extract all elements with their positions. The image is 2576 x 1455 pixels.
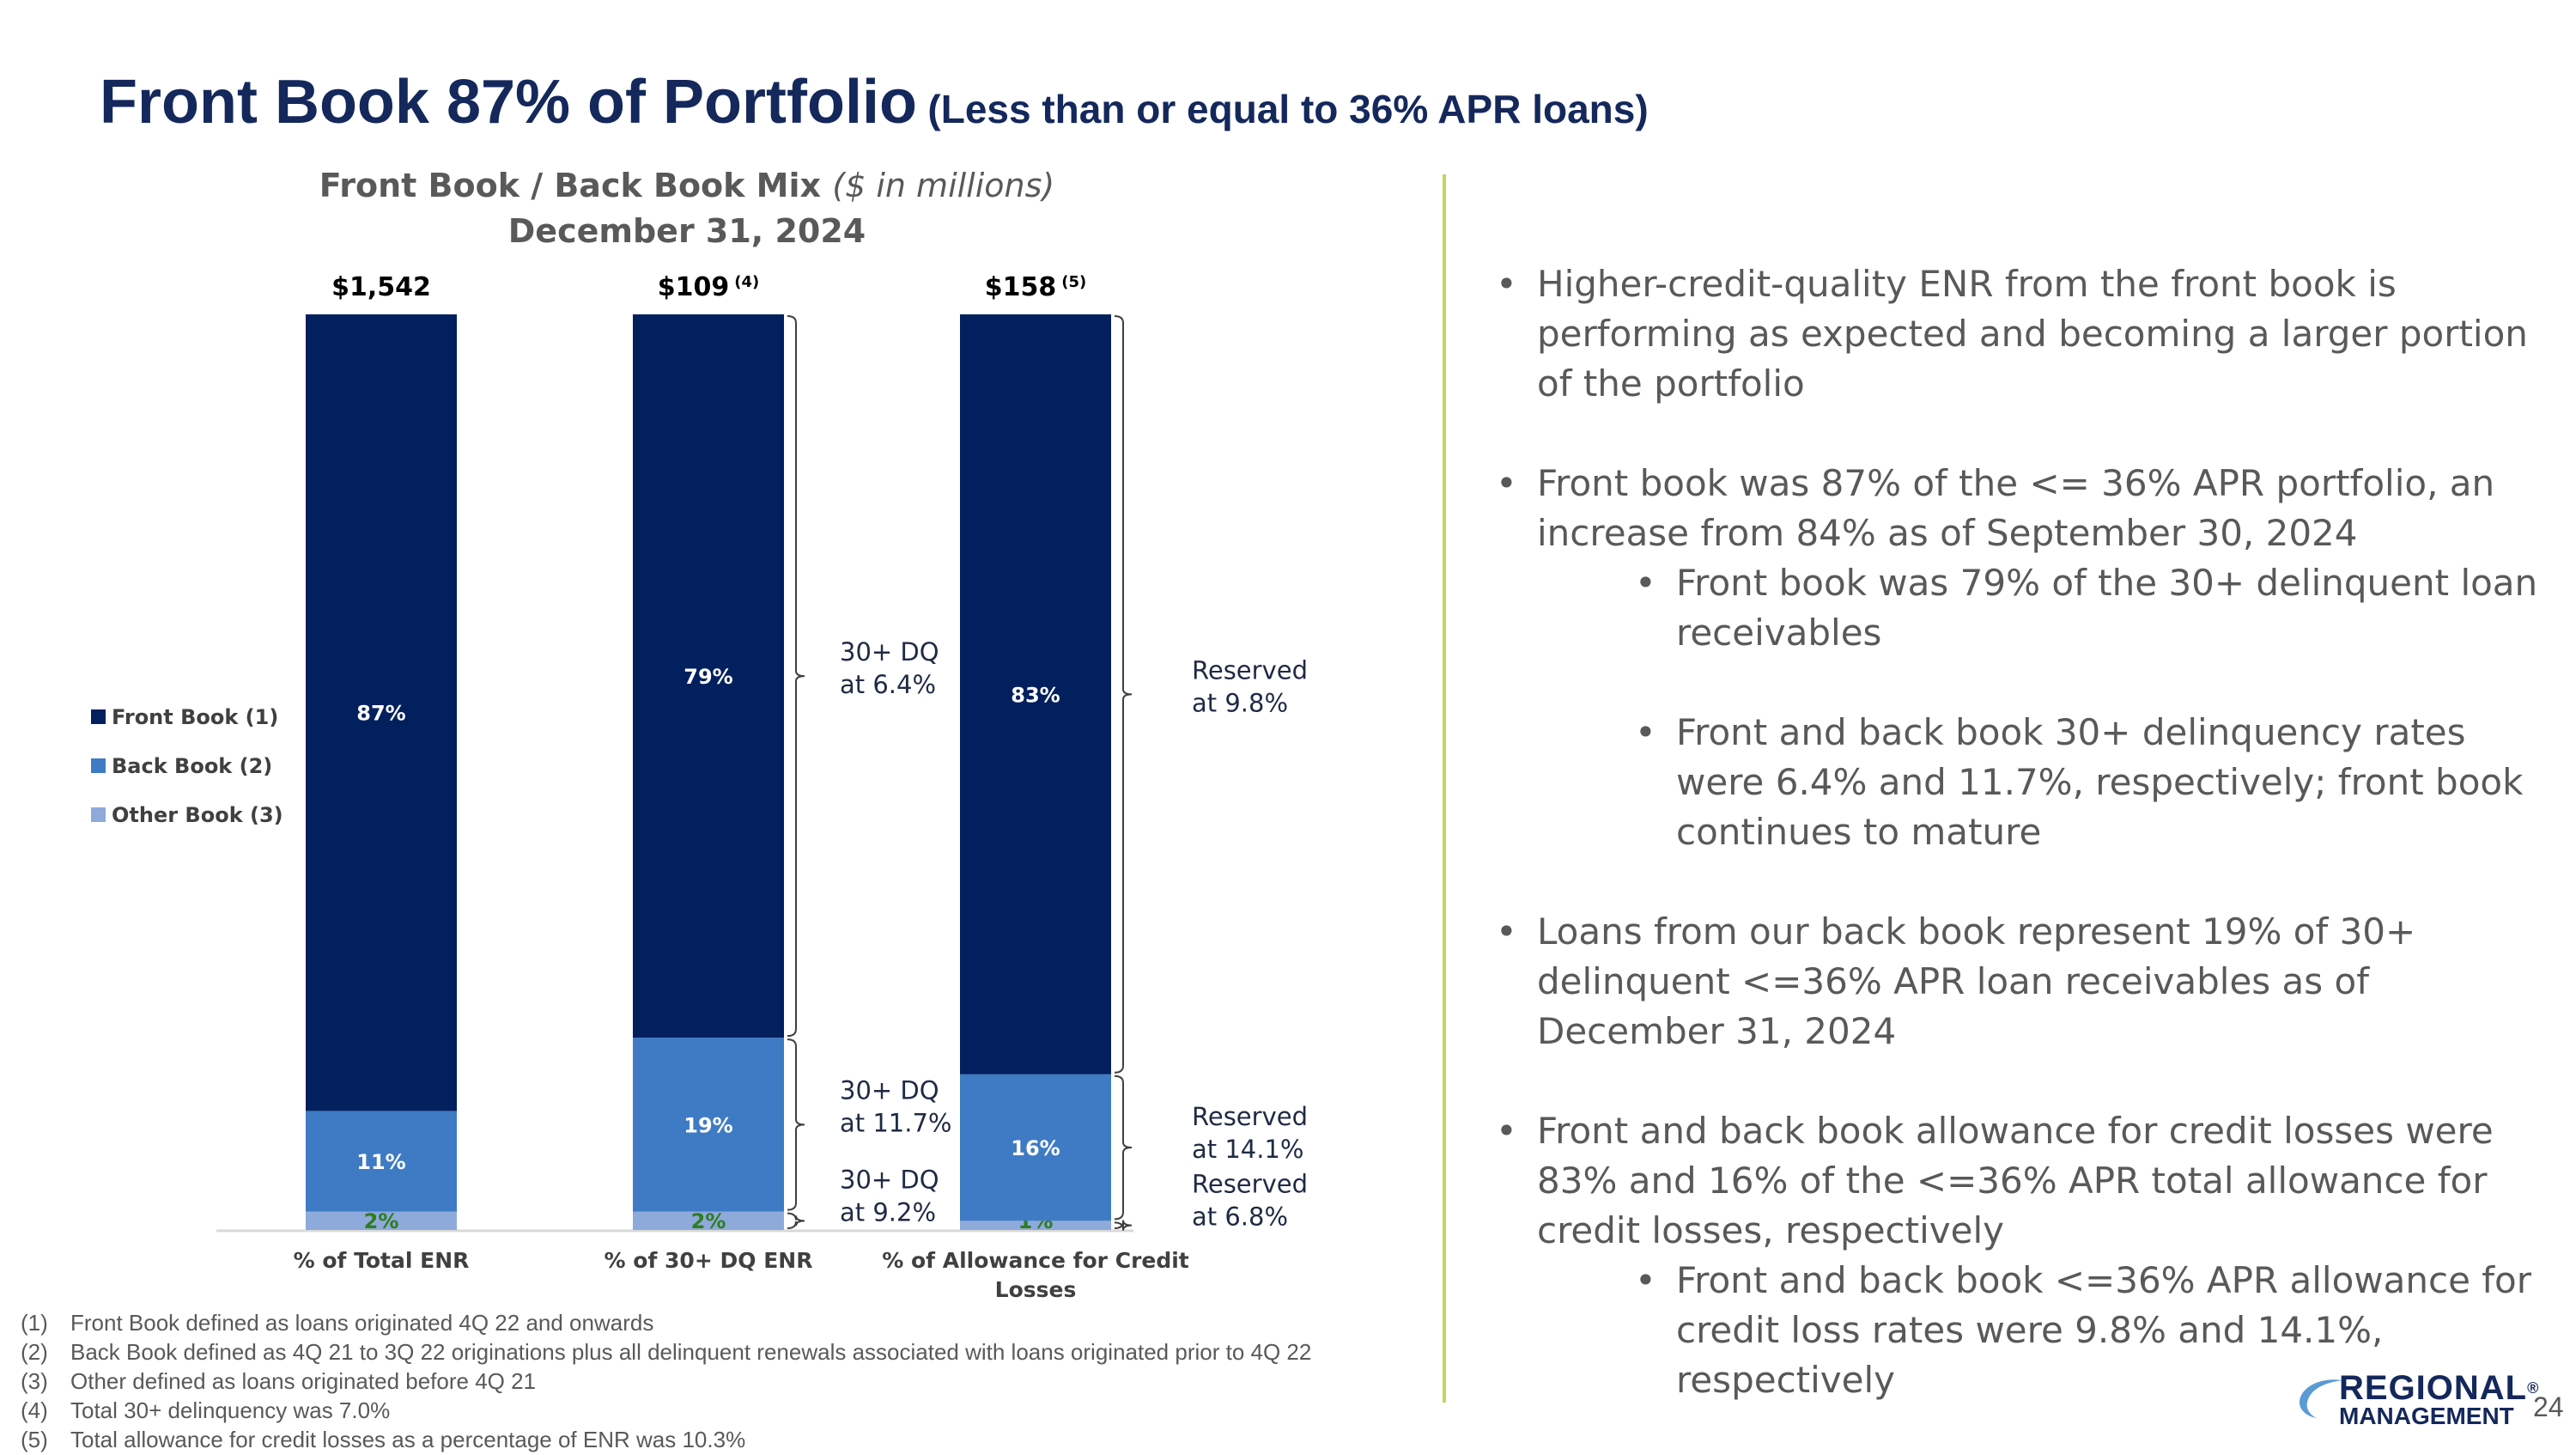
annotation-dq: 30+ DQ at 6.4% bbox=[840, 637, 939, 699]
bar-segment bbox=[633, 1038, 784, 1212]
bar-segment bbox=[960, 1074, 1111, 1221]
bullet-1: Higher-credit-quality ENR from the front… bbox=[1496, 259, 2552, 409]
data-label: 19% bbox=[683, 1113, 732, 1137]
bullet-4: Front and back book allowance for credit… bbox=[1496, 1106, 2552, 1405]
logo-line2: MANAGEMENT bbox=[2339, 1403, 2514, 1429]
bullet-3: Loans from our back book represent 19% o… bbox=[1496, 907, 2552, 1056]
x-tick-label: % of 30+ DQ ENR bbox=[605, 1248, 813, 1273]
data-label: 2% bbox=[691, 1209, 726, 1233]
annotation-dq: 30+ DQ at 9.2% bbox=[840, 1165, 939, 1227]
bar-segment bbox=[960, 1221, 1111, 1230]
total-label: $158 (5) bbox=[985, 272, 1086, 302]
bar-segment bbox=[306, 1211, 457, 1230]
slide-title: Front Book 87% of Portfolio (Less than o… bbox=[100, 67, 1649, 137]
annotation-dq: 30+ DQ at 11.7% bbox=[840, 1075, 952, 1137]
data-label: 87% bbox=[356, 702, 405, 726]
title-main: Front Book 87% of Portfolio bbox=[100, 68, 917, 137]
bracket bbox=[1114, 1220, 1133, 1231]
legend-label: Front Book (1) bbox=[112, 705, 278, 729]
sub-bullet-2-1: Front book was 79% of the 30+ delinquent… bbox=[1635, 558, 2552, 658]
legend-swatch bbox=[91, 807, 106, 822]
x-tick-label: % of Total ENR bbox=[294, 1248, 470, 1273]
bar-segment bbox=[306, 1111, 457, 1212]
bracket bbox=[1114, 315, 1133, 1074]
footnote-1: (1) Front Book defined as loans originate… bbox=[21, 1310, 654, 1336]
chart-title: Front Book / Back Book Mix ($ in million… bbox=[0, 167, 1374, 204]
bar-segment bbox=[633, 1211, 784, 1230]
title-sub: (Less than or equal to 36% APR loans) bbox=[927, 87, 1649, 131]
bracket bbox=[787, 315, 805, 1038]
legend-swatch bbox=[91, 709, 106, 724]
footnote-3: (3) Other defined as loans originated bef… bbox=[21, 1368, 537, 1394]
chart-title-text: Front Book / Back Book Mix bbox=[319, 167, 822, 204]
sub-bullet-2-2: Front and back book 30+ delinquency rate… bbox=[1635, 708, 2552, 857]
sub-bullet-4-1: Front and back book <=36% APR allowance … bbox=[1635, 1256, 2552, 1405]
footnote-2: (2) Back Book defined as 4Q 21 to 3Q 22 o… bbox=[21, 1339, 1312, 1365]
stacked-bar-chart: 2% 11% 87% $1,542 % of Total ENR 2% 19% 79% $109… bbox=[91, 272, 1308, 1302]
bullet-list: Higher-credit-quality ENR from the front… bbox=[1496, 259, 2552, 1455]
legend-label: Other Book (3) bbox=[112, 803, 283, 827]
divider-line bbox=[1443, 174, 1446, 1403]
footnote-4: (4) Total 30+ delinquency was 7.0% bbox=[21, 1397, 391, 1423]
footnote-5: (5) Total allowance for credit losses as … bbox=[21, 1427, 746, 1452]
annotation-reserved: Reserved at 14.1% bbox=[1192, 1102, 1308, 1164]
data-label: 83% bbox=[1011, 683, 1060, 707]
data-label: 79% bbox=[683, 665, 732, 689]
annotation-reserved: Reserved at 6.8% bbox=[1192, 1170, 1308, 1232]
bar-segment bbox=[633, 314, 784, 1038]
annotation-reserved: Reserved at 9.8% bbox=[1192, 655, 1308, 717]
data-label: 2% bbox=[364, 1209, 399, 1233]
bracket bbox=[787, 1212, 805, 1229]
bar-segment bbox=[960, 314, 1111, 1075]
chart-date: December 31, 2024 bbox=[507, 212, 866, 250]
total-label: $1,542 bbox=[331, 272, 431, 302]
bullet-2: Front book was 87% of the <= 36% APR por… bbox=[1496, 459, 2552, 857]
legend-label: Back Book (2) bbox=[112, 754, 272, 778]
logo-line1: REGIONAL® bbox=[2339, 1369, 2540, 1407]
bracket bbox=[1114, 1075, 1133, 1221]
footnotes: (1) Front Book defined as loans originate… bbox=[21, 1308, 1311, 1454]
data-label: 16% bbox=[1011, 1136, 1060, 1160]
x-tick-label: % of Allowance for Credit Losses bbox=[882, 1248, 1189, 1302]
bullet-2-text: Front book was 87% of the <= 36% APR por… bbox=[1537, 462, 2495, 554]
data-label: 11% bbox=[356, 1150, 405, 1174]
chart-units: ($ in millions) bbox=[832, 167, 1055, 204]
bullet-4-text: Front and back book allowance for credit… bbox=[1537, 1110, 2494, 1251]
logo-swoosh-icon bbox=[2299, 1379, 2342, 1418]
legend-swatch bbox=[91, 758, 106, 773]
company-logo: REGIONAL® MANAGEMENT bbox=[2299, 1369, 2540, 1429]
bar-segment bbox=[306, 314, 457, 1111]
page-number: 24 bbox=[2533, 1391, 2564, 1422]
total-label: $109 (4) bbox=[658, 272, 759, 302]
bracket bbox=[787, 1038, 805, 1211]
